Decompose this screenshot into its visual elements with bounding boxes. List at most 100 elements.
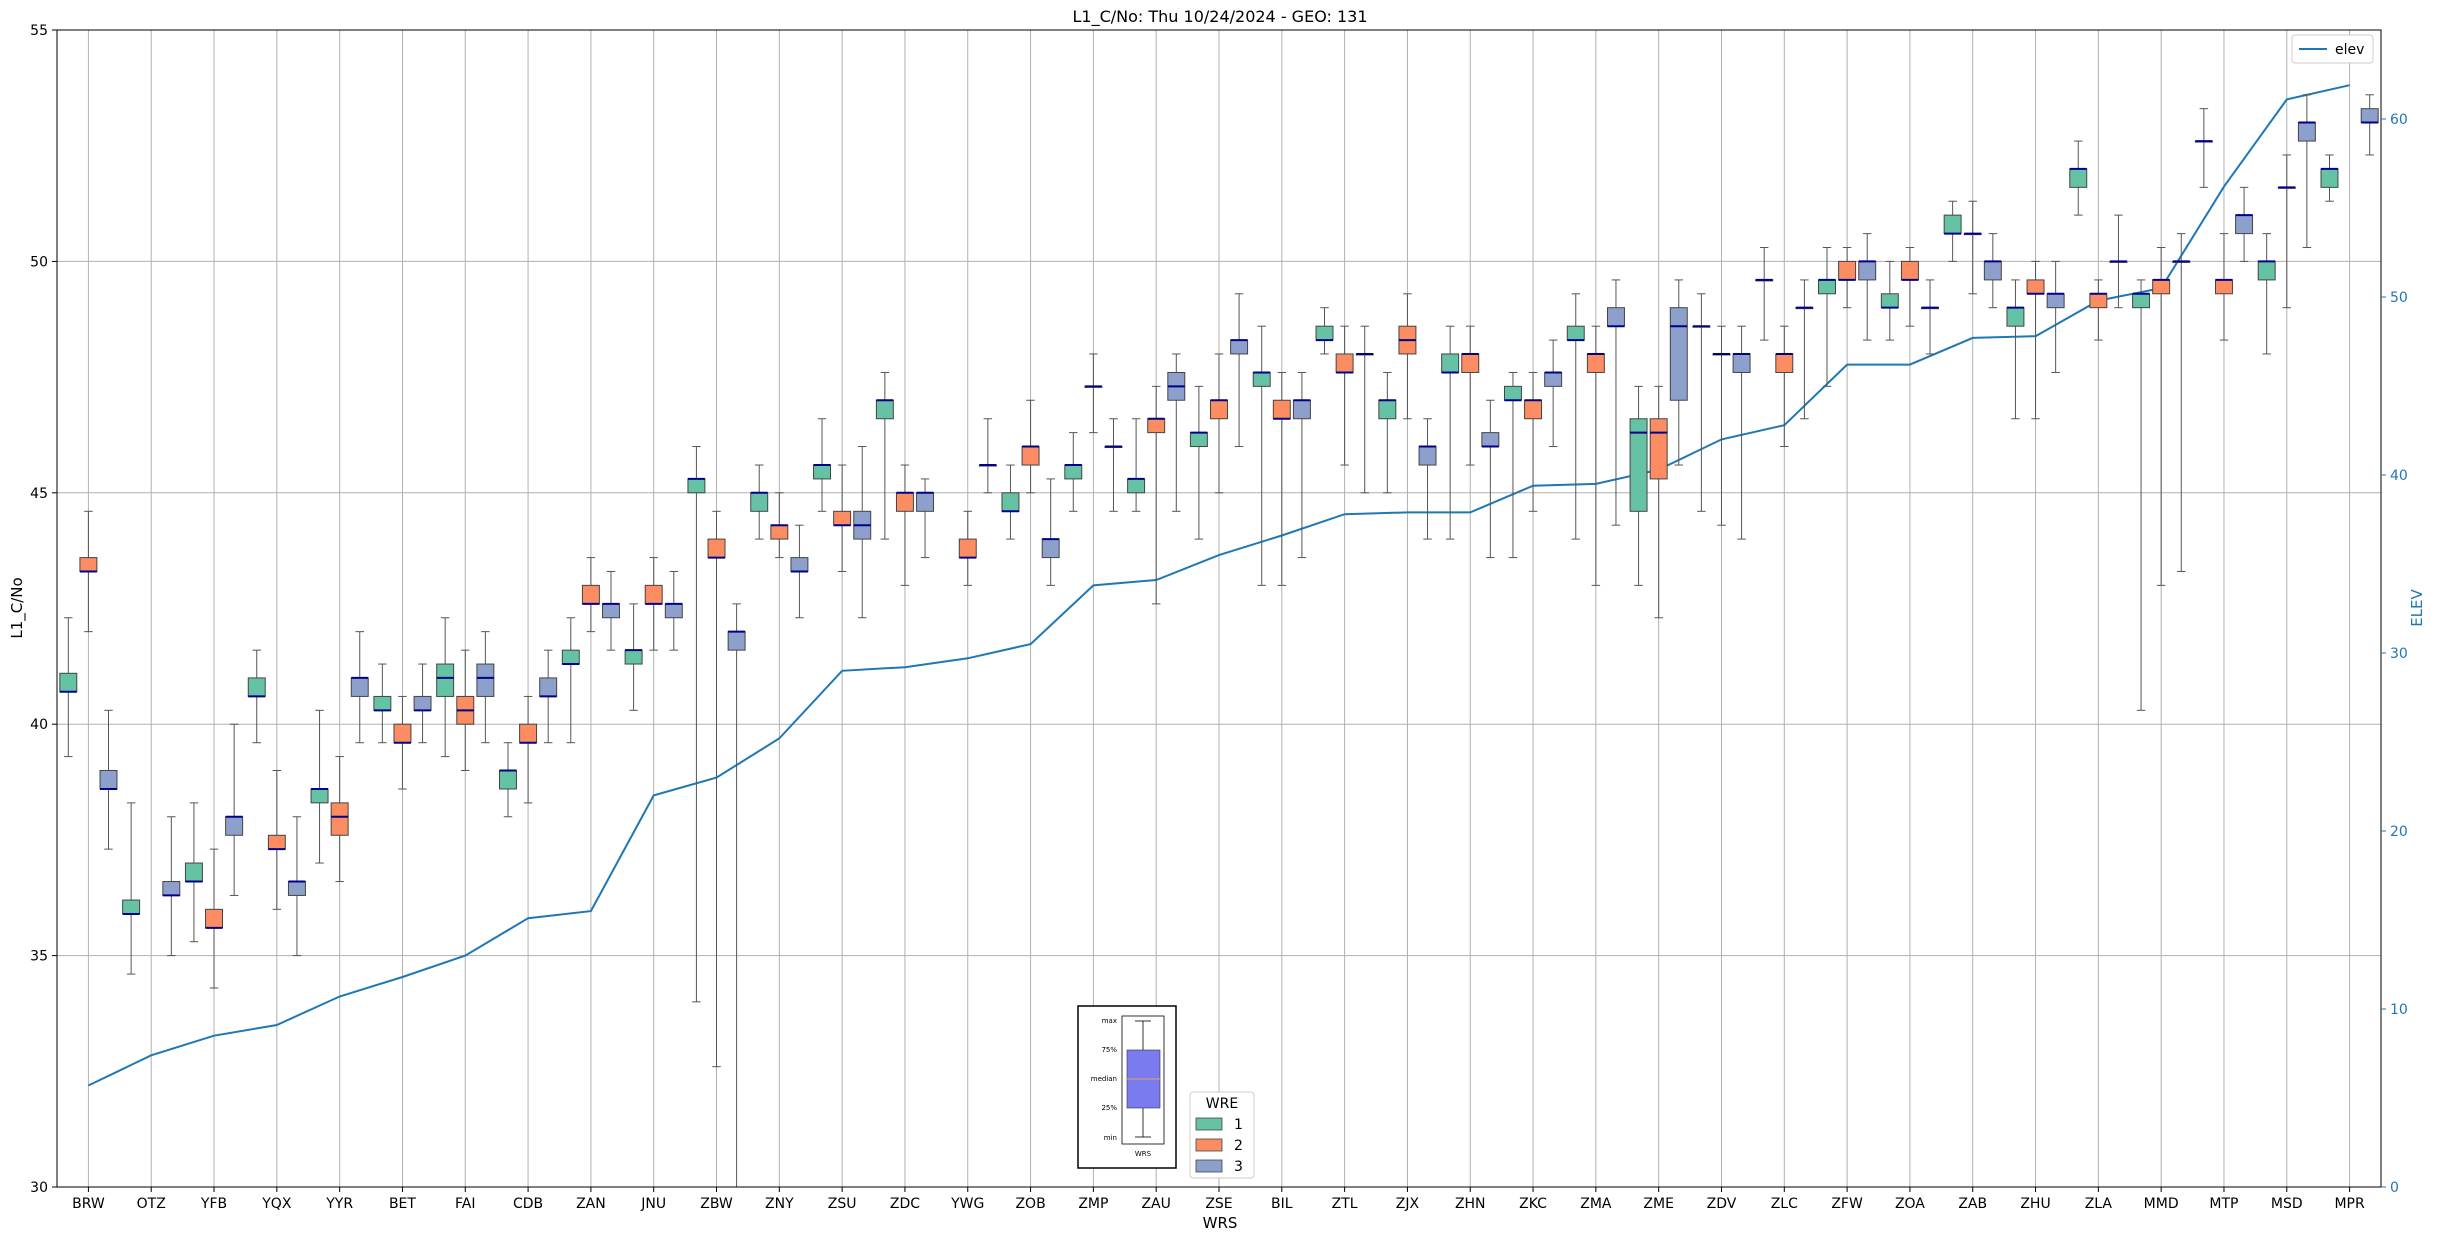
y-tick-label: 40: [30, 717, 48, 733]
x-tick-label: ZHU: [2020, 1196, 2050, 1212]
box-ZTL-wre3: [1355, 325, 1374, 494]
box-body: [1021, 446, 1040, 466]
box-ZAN-wre3: [602, 570, 620, 651]
box-body: [1210, 399, 1228, 420]
box-ZBW-wre3: [727, 603, 746, 1188]
box-ZDC-wre2: [895, 464, 914, 586]
box-BET-wre2: [393, 695, 412, 790]
box-body: [561, 649, 580, 665]
x-tick-label: YFB: [200, 1196, 227, 1212]
box-ZLA-wre3: [2109, 214, 2128, 309]
x-tick-label: YWG: [950, 1196, 984, 1212]
x-tick-label: ZNY: [765, 1196, 794, 1212]
y2-tick-label: 20: [2390, 824, 2408, 840]
box-JNU-wre1: [624, 603, 643, 711]
x-tick-label: ZAN: [576, 1196, 606, 1212]
box-body: [707, 538, 726, 559]
box-CDB-wre3: [539, 649, 558, 744]
box-ZAN-wre2: [581, 557, 600, 633]
box-ZFW-wre3: [1858, 233, 1877, 341]
box-BET-wre1: [373, 663, 392, 744]
legend-swatch: [1195, 1117, 1223, 1131]
x-tick-label: BIL: [1271, 1196, 1293, 1212]
box-body: [122, 899, 141, 915]
box-ZDC-wre1: [875, 371, 894, 540]
x-tick-label: MTP: [2209, 1196, 2238, 1212]
box-body: [1606, 307, 1625, 327]
box-ZHU-wre2: [2026, 260, 2045, 420]
box-body: [1064, 464, 1083, 480]
box-CDB-wre2: [519, 695, 538, 804]
box-body: [1335, 353, 1354, 373]
box-ZHU-wre1: [2006, 279, 2025, 420]
box-body: [1272, 399, 1291, 420]
box-body: [895, 492, 914, 512]
box-JNU-wre2: [644, 557, 663, 651]
y2-tick-label: 0: [2390, 1180, 2399, 1196]
box-body: [1461, 353, 1480, 373]
key-label: max: [1102, 1017, 1117, 1025]
box-body: [2235, 214, 2254, 235]
y2-tick-label: 30: [2390, 646, 2408, 662]
box-body: [581, 584, 600, 605]
box-ZNY-wre3: [790, 524, 809, 619]
elev-line: [87, 84, 2350, 1087]
legend-swatch: [1195, 1159, 1223, 1173]
box-body: [225, 816, 244, 836]
box-ZLA-wre2: [2089, 279, 2108, 341]
box-BRW-wre1: [59, 617, 78, 758]
box-ZLA-wre1: [2069, 140, 2088, 216]
box-ZHN-wre1: [1441, 325, 1460, 540]
box-body: [2026, 279, 2045, 295]
box-body: [1503, 385, 1522, 401]
grid: [57, 29, 2381, 1188]
box-MPR-wre1: [2320, 154, 2339, 202]
box-ZHN-wre2: [1461, 325, 1480, 466]
x-tick-label: ZFW: [1831, 1196, 1863, 1212]
box-body: [687, 478, 706, 494]
box-body: [1230, 339, 1249, 355]
box-body: [2297, 122, 2316, 142]
box-ZKC-wre3: [1544, 339, 1563, 448]
box-ZOA-wre1: [1880, 260, 1899, 341]
box-ZAU-wre3: [1167, 353, 1186, 512]
box-ZME-wre1: [1629, 385, 1648, 586]
x-tick-label: ZKC: [1519, 1196, 1547, 1212]
x-tick-label: BRW: [72, 1196, 105, 1212]
box-MPR-wre3: [2360, 94, 2379, 156]
box-ZJX-wre1: [1378, 371, 1397, 494]
box-body: [1943, 214, 1962, 235]
x-tick-label: ZMP: [1078, 1196, 1108, 1212]
y-tick-label: 30: [30, 1180, 48, 1196]
box-body: [373, 695, 392, 711]
elev-layer: [87, 84, 2350, 1087]
box-body: [1127, 478, 1146, 494]
box-YFB-wre2: [205, 848, 224, 989]
key-label: 25%: [1101, 1104, 1117, 1112]
x-tick-label: FAI: [455, 1196, 475, 1212]
box-ZKC-wre1: [1503, 371, 1522, 559]
legend-swatch: [1195, 1138, 1223, 1152]
box-ZJX-wre2: [1398, 293, 1417, 420]
x-tick-label: ZJX: [1396, 1196, 1420, 1212]
box-body: [2257, 260, 2276, 281]
box-ZFW-wre2: [1838, 247, 1857, 309]
box-body: [287, 881, 306, 896]
x-tick-label: YQX: [261, 1196, 292, 1212]
box-ZSU-wre1: [813, 418, 832, 512]
x-tick-label: ZMA: [1580, 1196, 1612, 1212]
x-tick-label: BET: [389, 1196, 416, 1212]
box-MTP-wre2: [2214, 233, 2233, 341]
box-ZOB-wre1: [1001, 464, 1020, 540]
box-body: [1001, 492, 1020, 512]
box-ZMP-wre3: [1104, 418, 1123, 512]
box-body: [958, 538, 977, 559]
box-body: [1252, 371, 1271, 387]
x-tick-label: ZOB: [1015, 1196, 1045, 1212]
box-ZLC-wre2: [1775, 325, 1794, 448]
box-body: [162, 881, 181, 896]
box-BET-wre3: [413, 663, 432, 744]
axes: 30 35 40 45 50 55 0 10 20 30 40 50 60 BRW OTZ YFB YQX YYR…: [30, 23, 2408, 1212]
box-body: [2360, 108, 2379, 124]
